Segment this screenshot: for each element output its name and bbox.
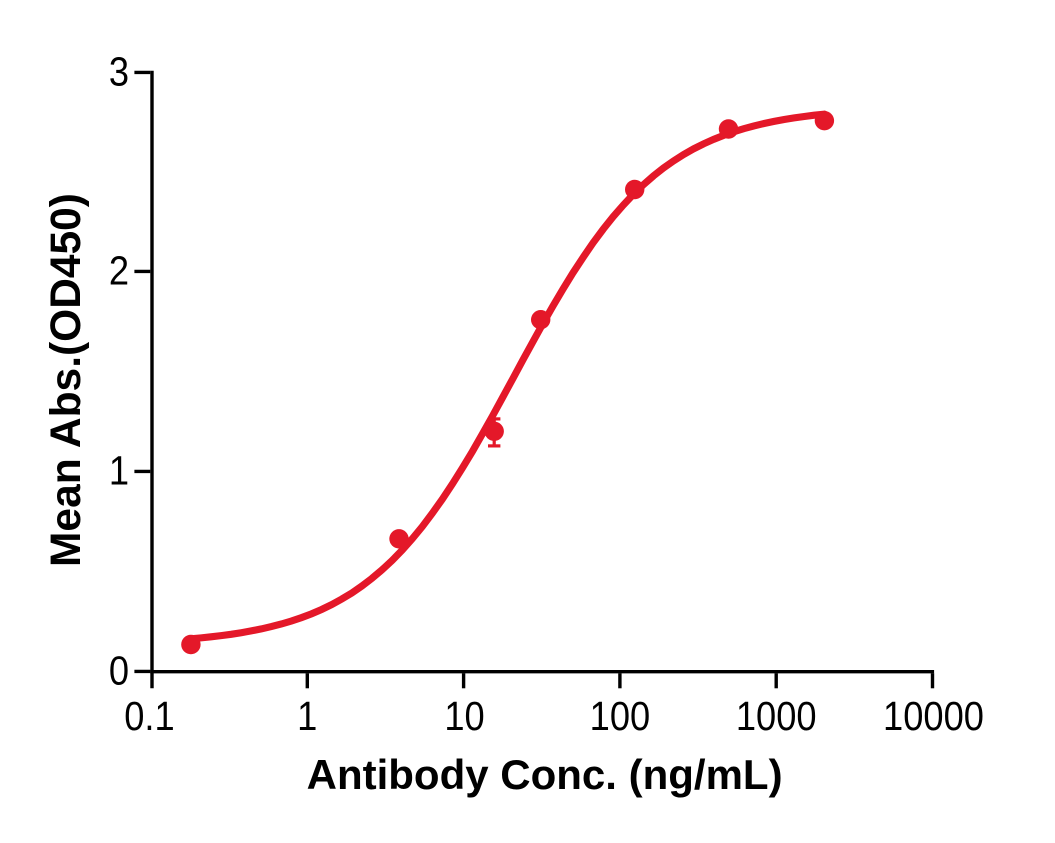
svg-text:1000: 1000 bbox=[736, 694, 817, 740]
svg-text:0.1: 0.1 bbox=[124, 694, 174, 740]
svg-text:100: 100 bbox=[590, 694, 651, 740]
svg-text:10000: 10000 bbox=[883, 694, 984, 740]
svg-text:Mean Abs.(OD450): Mean Abs.(OD450) bbox=[43, 193, 90, 567]
svg-text:Antibody Conc. (ng/mL): Antibody Conc. (ng/mL) bbox=[307, 751, 783, 798]
svg-text:1: 1 bbox=[109, 449, 129, 495]
svg-text:1: 1 bbox=[297, 694, 317, 740]
svg-text:0: 0 bbox=[109, 649, 129, 695]
svg-text:2: 2 bbox=[109, 249, 129, 295]
svg-text:3: 3 bbox=[109, 50, 129, 96]
svg-text:10: 10 bbox=[444, 694, 484, 740]
